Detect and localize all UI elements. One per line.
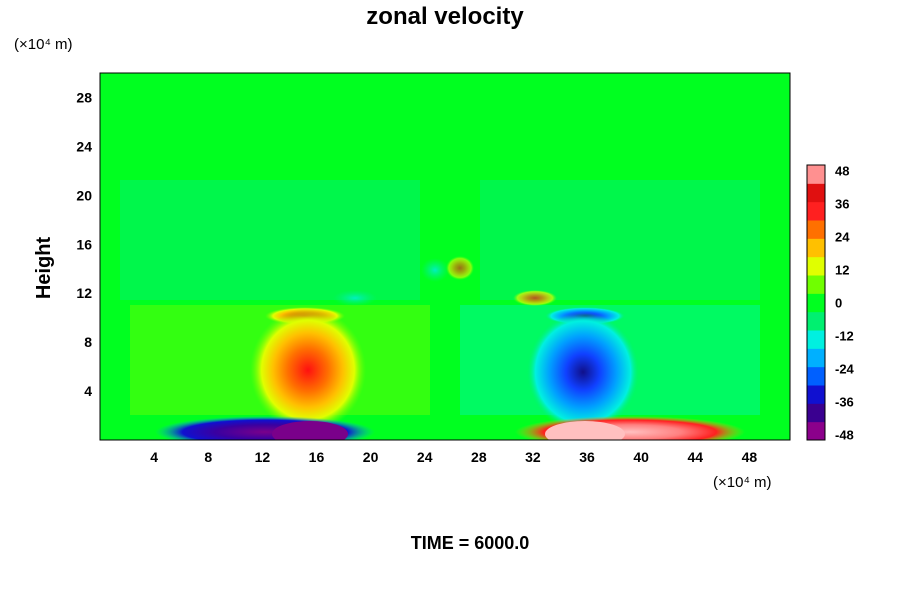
x-tick-label: 4	[150, 449, 158, 465]
colorbar-tick-label: 12	[835, 263, 849, 278]
colorbar-tick-label: -12	[835, 329, 854, 344]
colorbar-frame	[806, 164, 826, 441]
plot-frame	[99, 72, 791, 441]
colorbar-segment	[807, 348, 825, 368]
colorbar-segment	[807, 275, 825, 294]
colorbar-segment	[807, 403, 825, 423]
colorbar-segment	[807, 366, 825, 386]
x-tick-label: 36	[579, 449, 595, 465]
surface-positive-core	[545, 421, 625, 440]
colorbar-ticks: 48 36 24 12 0 -12 -24 -36 -48	[835, 164, 855, 443]
x-tick-label: 44	[688, 449, 704, 465]
colorbar-segment	[807, 311, 825, 331]
x-tick-label: 8	[204, 449, 212, 465]
colorbar-tick-label: -24	[835, 362, 855, 377]
x-tick-label: 24	[417, 449, 433, 465]
y-tick-label: 4	[84, 383, 92, 399]
colorbar	[806, 164, 826, 441]
colorbar-segment	[807, 183, 825, 203]
x-axis-unit: (×10⁴ m)	[713, 474, 772, 491]
chart-title: zonal velocity	[366, 3, 524, 30]
colorbar-segment	[807, 201, 825, 221]
colorbar-tick-label: -48	[835, 428, 854, 443]
colorbar-tick-label: 0	[835, 296, 842, 311]
x-tick-label: 32	[525, 449, 541, 465]
y-tick-label: 12	[76, 285, 92, 301]
colorbar-tick-label: 36	[835, 197, 849, 212]
x-tick-label: 28	[471, 449, 487, 465]
yellow-streak-right	[513, 290, 557, 306]
plot-area	[100, 73, 790, 440]
colorbar-segment	[807, 165, 825, 184]
y-axis-label: Height	[33, 237, 55, 300]
y-tick-label: 20	[76, 187, 92, 203]
left-teal-band	[120, 180, 420, 300]
surface-negative-core	[272, 421, 348, 440]
y-axis-unit: (×10⁴ m)	[14, 36, 73, 53]
x-tick-label: 16	[309, 449, 325, 465]
colorbar-segment	[807, 238, 825, 258]
center-feature-left	[421, 258, 449, 282]
y-tick-label: 16	[76, 236, 92, 252]
x-tick-label: 12	[255, 449, 271, 465]
colorbar-tick-label: 24	[835, 230, 850, 245]
colorbar-segment	[807, 220, 825, 239]
center-feature-right	[446, 256, 474, 280]
colorbar-segment	[807, 293, 825, 313]
x-tick-label: 48	[742, 449, 758, 465]
x-tick-label: 40	[633, 449, 649, 465]
colorbar-segment	[807, 421, 825, 441]
colorbar-segment	[807, 256, 825, 276]
time-label: TIME = 6000.0	[411, 533, 530, 553]
y-tick-label: 28	[76, 89, 92, 105]
positive-core	[250, 308, 366, 432]
colorbar-segment	[807, 385, 825, 404]
colorbar-tick-label: -36	[835, 395, 854, 410]
y-axis-ticks: 4 8 12 16 20 24 28	[76, 89, 92, 399]
right-teal-band	[480, 180, 760, 300]
x-tick-label: 20	[363, 449, 379, 465]
colorbar-tick-label: 48	[835, 164, 849, 179]
x-axis-ticks: 4 8 12 16 20 24 28 32 36 40 44 48	[150, 449, 757, 465]
colorbar-segment	[807, 330, 825, 349]
cyan-streak-left	[333, 290, 377, 306]
y-tick-label: 8	[84, 334, 92, 350]
negative-core	[527, 312, 639, 432]
y-tick-label: 24	[76, 138, 92, 154]
